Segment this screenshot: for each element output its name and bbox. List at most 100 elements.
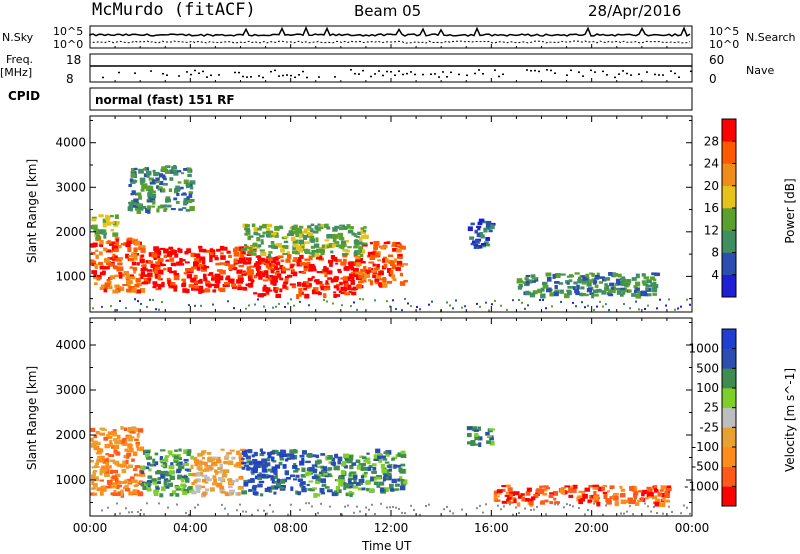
data-cell: [95, 228, 100, 234]
data-cell: [247, 449, 253, 454]
data-cell: [320, 465, 325, 469]
data-cell: [120, 273, 125, 277]
data-cell: [384, 476, 389, 480]
data-cell: [204, 467, 210, 472]
data-cell: [93, 445, 100, 451]
data-cell: [247, 235, 251, 241]
data-cell: [383, 473, 389, 479]
data-cell: [526, 487, 532, 492]
data-cell: [549, 292, 554, 297]
ground-scatter-point: [371, 503, 373, 506]
data-cell: [574, 272, 580, 275]
data-cell: [141, 206, 147, 209]
ground-scatter-point: [317, 512, 319, 515]
data-cell: [483, 227, 488, 233]
data-cell: [592, 484, 597, 487]
data-cell: [140, 254, 145, 258]
data-cell: [186, 273, 193, 279]
data-cell: [542, 281, 548, 286]
data-cell: [268, 488, 273, 493]
data-cell: [261, 458, 268, 464]
data-cell: [96, 448, 102, 454]
data-cell: [223, 461, 229, 465]
data-cell: [128, 203, 135, 207]
ground-scatter-point: [569, 504, 571, 507]
data-cell: [259, 448, 264, 452]
data-cell: [154, 270, 159, 274]
ground-scatter-point: [446, 301, 448, 304]
data-cell: [321, 483, 327, 487]
data-cell: [334, 234, 339, 239]
data-cell: [163, 254, 168, 259]
data-cell: [309, 228, 314, 233]
data-cell: [126, 478, 132, 482]
data-cell: [347, 276, 353, 280]
data-cell: [267, 454, 272, 459]
data-cell: [94, 282, 98, 286]
data-cell: [286, 254, 292, 259]
data-cell: [238, 476, 244, 480]
data-cell: [375, 448, 381, 454]
ground-scatter-point: [668, 298, 670, 301]
data-cell: [635, 502, 640, 506]
data-cell: [227, 460, 234, 466]
data-cell: [307, 225, 312, 229]
data-cell: [129, 274, 134, 277]
data-cell: [163, 478, 169, 481]
ground-scatter-point: [500, 508, 502, 511]
data-cell: [91, 476, 98, 481]
data-cell: [614, 283, 620, 286]
data-cell: [539, 485, 543, 489]
data-cell: [580, 286, 585, 290]
ground-scatter-point: [245, 510, 247, 513]
data-cell: [131, 458, 135, 462]
data-cell: [387, 268, 392, 273]
data-cell: [187, 167, 192, 173]
data-cell: [134, 465, 141, 469]
data-cell: [338, 476, 344, 480]
data-cell: [360, 261, 366, 264]
data-cell: [204, 288, 211, 293]
data-cell: [171, 166, 178, 170]
cpid-panel-frame: [89, 87, 693, 111]
ground-scatter-point: [110, 305, 112, 308]
data-cell: [194, 479, 198, 484]
colorbar-segment: [722, 119, 736, 142]
data-cell: [109, 214, 114, 218]
data-cell: [243, 482, 249, 487]
data-cell: [343, 465, 348, 469]
data-cell: [348, 261, 355, 265]
data-cell: [215, 470, 219, 475]
data-cell: [139, 472, 146, 477]
data-cell: [279, 486, 285, 490]
data-cell: [170, 462, 174, 466]
data-cell: [403, 479, 408, 485]
data-cell: [553, 291, 559, 297]
data-cell: [183, 179, 189, 184]
data-cell: [608, 272, 613, 276]
data-cell: [270, 281, 275, 285]
data-cell: [128, 206, 132, 211]
data-cell: [467, 441, 473, 445]
data-cell: [109, 275, 116, 280]
data-cell: [205, 488, 210, 492]
data-cell: [400, 479, 405, 482]
data-cell: [187, 173, 192, 178]
data-cell: [91, 270, 98, 274]
data-cell: [337, 268, 342, 272]
data-cell: [369, 241, 374, 245]
nave-mark: [278, 75, 280, 77]
data-cell: [311, 464, 318, 467]
data-cell: [108, 285, 113, 290]
data-cell: [148, 456, 153, 459]
data-cell: [112, 432, 118, 437]
data-cell: [312, 487, 317, 490]
nave-mark: [446, 76, 448, 78]
data-cell: [131, 426, 137, 431]
data-cell: [257, 293, 261, 298]
data-cell: [111, 484, 117, 489]
data-cell: [103, 288, 108, 293]
ground-scatter-point: [623, 303, 625, 306]
data-cell: [351, 462, 357, 466]
data-cell: [203, 277, 208, 282]
